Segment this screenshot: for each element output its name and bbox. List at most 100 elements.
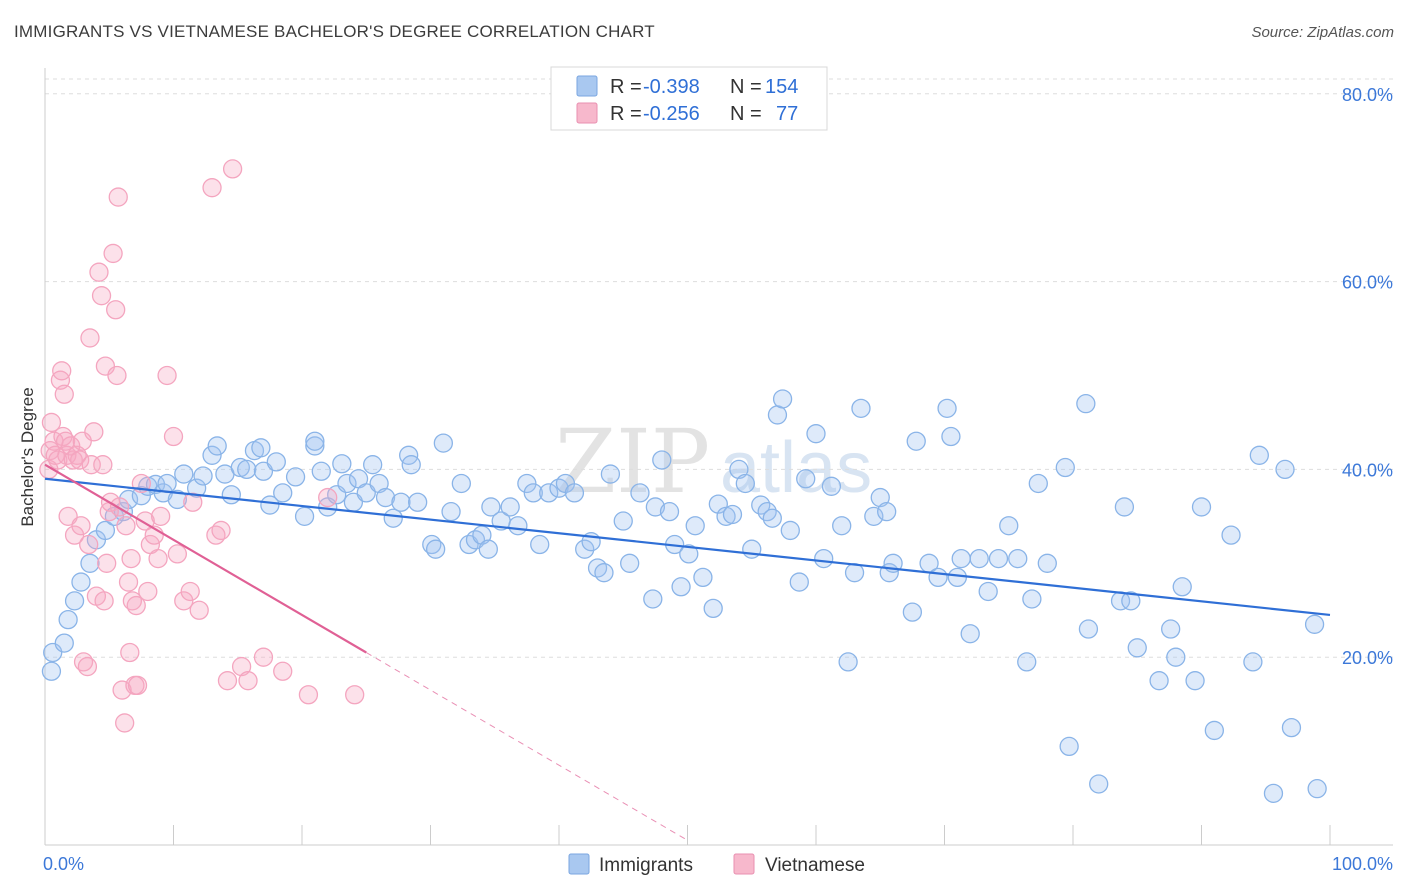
immigrants-point-148 <box>1185 671 1205 691</box>
immigrants-point-109 <box>838 652 858 672</box>
immigrants-point-110 <box>844 563 865 583</box>
immigrants-point-18 <box>174 464 194 484</box>
vietnamese-trend-extension <box>365 652 688 841</box>
vietnamese-point-39 <box>109 497 130 517</box>
watermark-zip: ZIP <box>555 410 710 513</box>
vietnamese-point-73 <box>298 685 319 705</box>
vietnamese-point-74 <box>318 487 338 508</box>
immigrants-point-80 <box>630 483 650 503</box>
immigrants-point-21 <box>202 445 222 465</box>
legend-swatch-immigrants <box>576 75 598 97</box>
vietnamese-point-71 <box>253 647 274 667</box>
vietnamese-point-30 <box>94 591 114 611</box>
immigrants-point-44 <box>356 483 376 503</box>
vietnamese-point-38 <box>108 187 128 207</box>
y-tick-labels: 20.0% 40.0% 60.0% 80.0% <box>1342 85 1393 668</box>
immigrants-point-124 <box>951 548 971 569</box>
immigrants-point-150 <box>1204 720 1224 741</box>
legend-r-label-1: R = <box>610 76 642 98</box>
immigrants-point-100 <box>767 405 788 425</box>
y-tick-label-40: 40.0% <box>1342 460 1393 480</box>
immigrants-point-55 <box>433 433 454 453</box>
vietnamese-point-43 <box>118 572 139 592</box>
immigrants-point-41 <box>337 473 357 494</box>
immigrants-point-95 <box>735 473 755 494</box>
immigrants-point-66 <box>517 473 537 494</box>
immigrants-point-26 <box>237 459 257 480</box>
immigrants-point-3 <box>58 609 78 630</box>
vietnamese-point-66 <box>211 520 231 541</box>
legend-r-label-2: R = <box>610 103 642 125</box>
immigrants-point-54 <box>425 539 446 559</box>
immigrants-point-68 <box>530 534 550 555</box>
immigrants-point-122 <box>941 426 961 447</box>
immigrants-point-111 <box>851 398 871 419</box>
vietnamese-point-23 <box>80 328 100 348</box>
y-tick-label-20: 20.0% <box>1342 648 1393 668</box>
immigrants-point-69 <box>539 483 559 503</box>
immigrants-point-141 <box>1114 497 1135 517</box>
legend-r-value-2: -0.256 <box>643 103 700 125</box>
immigrants-point-147 <box>1172 577 1192 597</box>
vietnamese-point-36 <box>106 300 126 320</box>
bottom-legend-label-vietnamese: Vietnamese <box>765 855 865 876</box>
vietnamese-point-9 <box>54 384 74 404</box>
immigrants-point-47 <box>375 487 396 508</box>
vietnamese-point-5 <box>48 450 68 470</box>
vietnamese-point-68 <box>222 159 243 179</box>
vietnamese-point-52 <box>138 581 158 602</box>
y-tick-label-80: 80.0% <box>1342 85 1393 105</box>
vietnamese-point-56 <box>150 506 171 526</box>
legend-n-label-2: N = <box>730 103 762 125</box>
immigrants-point-133 <box>1028 473 1048 494</box>
immigrants-point-81 <box>643 589 663 609</box>
immigrants-point-45 <box>363 455 383 475</box>
immigrants-point-28 <box>251 438 271 458</box>
immigrants-point-145 <box>1161 619 1181 639</box>
immigrants-point-37 <box>311 461 331 481</box>
immigrants-point-136 <box>1059 736 1079 757</box>
immigrants-point-130 <box>1008 548 1028 569</box>
watermark-atlas: atlas <box>720 428 872 508</box>
immigrants-point-16 <box>157 473 177 494</box>
immigrants-point-31 <box>266 452 286 472</box>
vietnamese-point-42 <box>116 516 136 536</box>
immigrants-point-33 <box>285 467 306 487</box>
immigrants-point-151 <box>1221 525 1241 545</box>
immigrants-point-56 <box>441 501 461 522</box>
immigrants-point-144 <box>1149 671 1169 691</box>
immigrants-point-88 <box>685 516 705 536</box>
vietnamese-point-45 <box>121 548 141 569</box>
vietnamese-point-7 <box>52 361 72 381</box>
vietnamese-point-55 <box>148 548 168 569</box>
immigrants-point-98 <box>757 501 777 522</box>
immigrants-point-32 <box>273 483 293 503</box>
immigrants-point-73 <box>575 539 595 559</box>
bottom-legend-label-immigrants: Immigrants <box>599 855 693 876</box>
vietnamese-point-72 <box>273 661 293 681</box>
vietnamese-point-64 <box>202 178 222 198</box>
vietnamese-point-29 <box>93 455 113 475</box>
immigrants-point-91 <box>708 494 728 514</box>
immigrants-point-20 <box>193 466 213 486</box>
immigrants-point-134 <box>1037 553 1057 573</box>
vietnamese-point-13 <box>61 436 81 456</box>
vietnamese-point-18 <box>71 516 91 536</box>
immigrants-point-107 <box>821 476 842 496</box>
vietnamese-point-44 <box>120 642 140 663</box>
vietnamese-point-35 <box>103 243 123 264</box>
immigrants-point-104 <box>796 469 816 489</box>
immigrants-point-40 <box>332 454 352 474</box>
vietnamese-point-59 <box>167 544 188 564</box>
vietnamese-trend-line <box>44 463 367 654</box>
immigrants-point-127 <box>978 581 998 602</box>
immigrants-point-154 <box>1263 783 1284 804</box>
immigrants-point-6 <box>80 553 100 573</box>
vietnamese-point-67 <box>217 671 238 691</box>
vietnamese-point-27 <box>89 262 109 282</box>
vietnamese-point-22 <box>79 534 99 555</box>
immigrants-point-17 <box>167 489 188 510</box>
immigrants-point-30 <box>260 495 280 515</box>
vietnamese-point-21 <box>77 656 98 677</box>
gridlines <box>45 78 1393 658</box>
